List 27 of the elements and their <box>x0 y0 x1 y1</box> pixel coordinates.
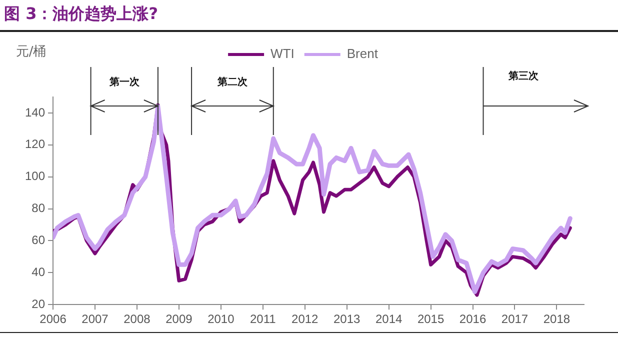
y-tick-label: 100 <box>24 169 46 184</box>
text: 第三次 <box>507 70 540 82</box>
legend-label: Brent <box>346 46 378 62</box>
legend-label: WTI <box>270 46 294 62</box>
y-tick-label: 120 <box>24 137 46 152</box>
y-axis-title: 元/桶 <box>16 44 46 60</box>
x-tick-label: 2014 <box>375 312 402 326</box>
x-tick-label: 2007 <box>82 312 109 326</box>
x-tick-label: 2008 <box>124 312 151 326</box>
x-tick-label: 2013 <box>333 312 361 326</box>
x-tick-label: 2006 <box>40 312 67 326</box>
x-tick-label: 2009 <box>166 312 193 326</box>
x-tick-label: 2018 <box>543 312 570 326</box>
y-tick-label: 80 <box>32 201 46 216</box>
x-tick-label: 2015 <box>417 312 444 326</box>
y-tick-label: 40 <box>32 264 46 279</box>
x-tick-label: 2011 <box>250 312 276 326</box>
x-tick-label: 2012 <box>292 312 319 326</box>
text: 第一次 <box>108 76 140 88</box>
x-tick-label: 2010 <box>208 312 235 326</box>
y-tick-label: 140 <box>24 105 46 120</box>
x-tick-label: 2017 <box>501 312 528 326</box>
y-tick-label: 20 <box>32 296 46 311</box>
x-tick-label: 2016 <box>459 312 486 326</box>
chart-title: 图 3：油价趋势上涨? <box>4 4 158 25</box>
y-tick-label: 60 <box>32 233 46 248</box>
text: 第二次 <box>216 76 248 88</box>
